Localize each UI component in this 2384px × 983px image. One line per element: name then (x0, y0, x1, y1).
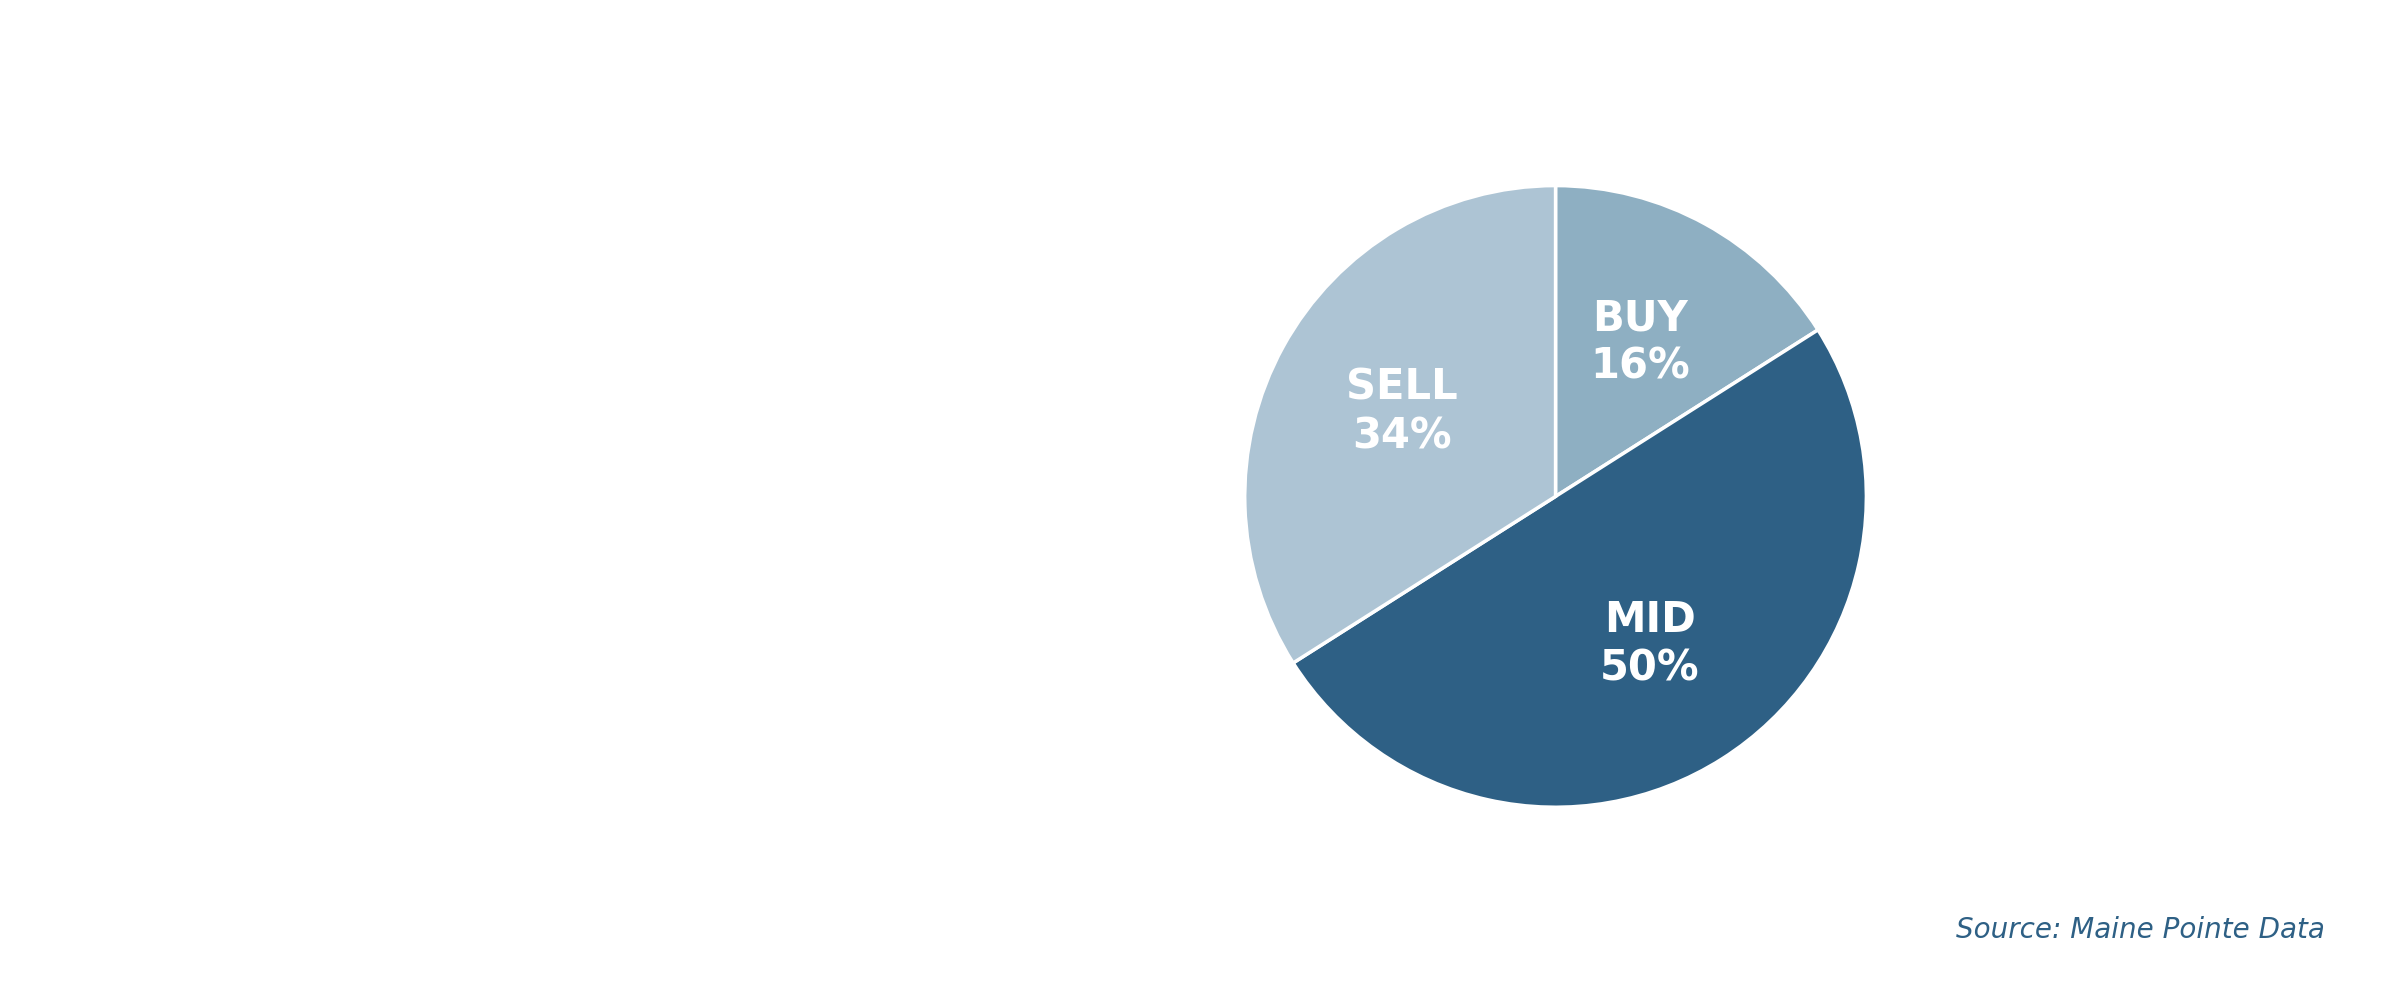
Wedge shape (1244, 186, 1557, 663)
Text: Source: Maine Pointe Data: Source: Maine Pointe Data (1955, 916, 2324, 944)
Text: Investment
cycle timing for
improvements
(based on
Maine Pointe
data): Investment cycle timing for improvements… (119, 289, 584, 694)
Wedge shape (1554, 186, 1819, 496)
Wedge shape (1292, 330, 1867, 807)
Text: SELL
34%: SELL 34% (1347, 367, 1457, 457)
Text: BUY
16%: BUY 16% (1590, 297, 1690, 388)
Text: MID
50%: MID 50% (1600, 600, 1700, 690)
